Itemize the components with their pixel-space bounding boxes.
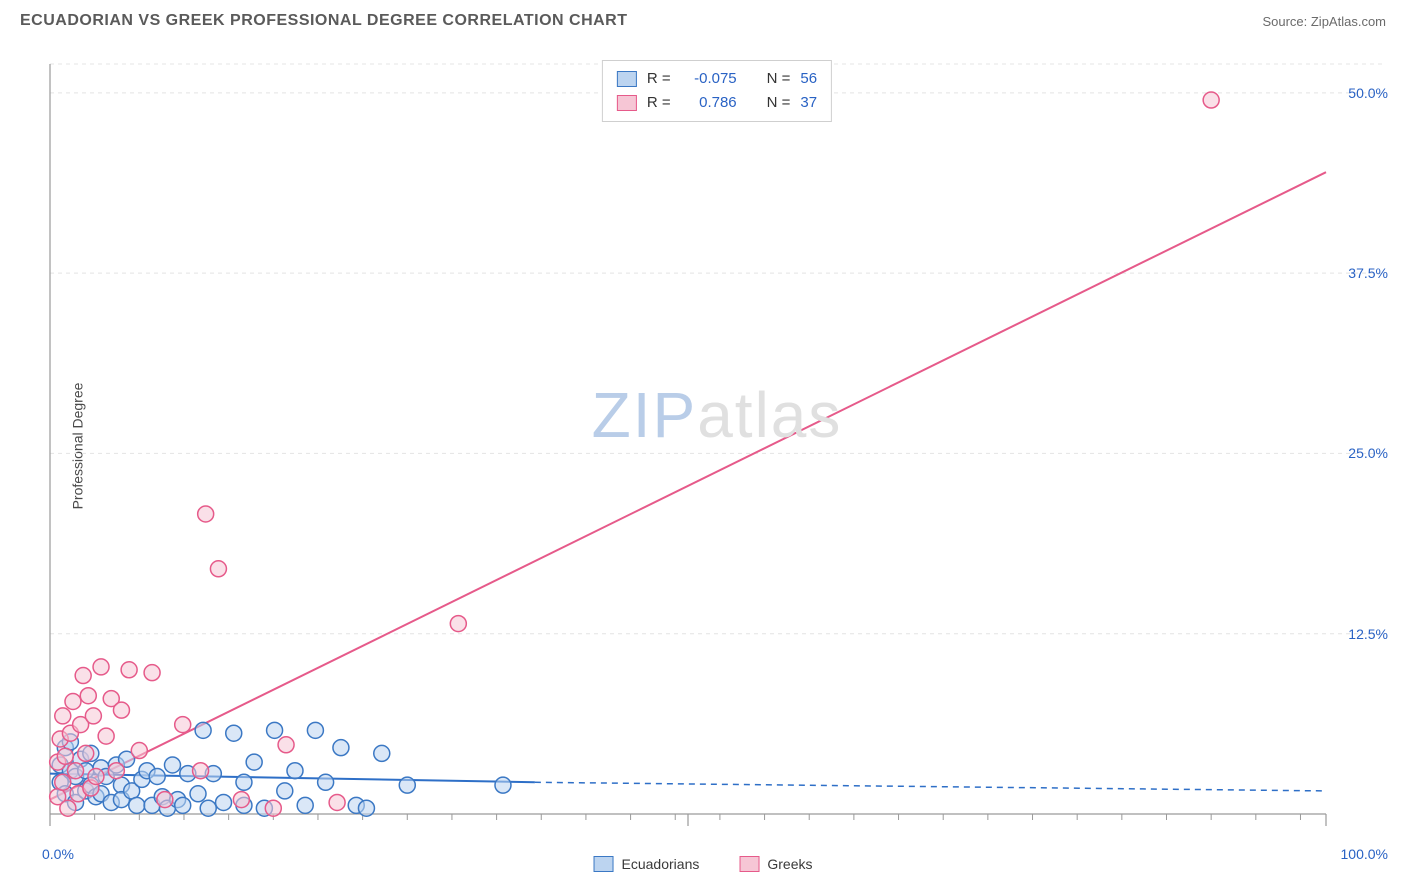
stats-legend-row: R = 0.786 N = 37 [617, 91, 817, 115]
legend-label: Ecuadorians [622, 856, 700, 872]
legend-swatch [594, 856, 614, 872]
legend-swatch [617, 95, 637, 111]
source-label: Source: ZipAtlas.com [1262, 14, 1386, 29]
r-value: -0.075 [681, 67, 737, 91]
y-tick-label: 12.5% [1348, 626, 1388, 642]
y-tick-label: 25.0% [1348, 445, 1388, 461]
r-value: 0.786 [681, 91, 737, 115]
header: ECUADORIAN VS GREEK PROFESSIONAL DEGREE … [0, 0, 1406, 38]
n-value: 56 [800, 67, 817, 91]
stats-legend-box: R = -0.075 N = 56 R = 0.786 N = 37 [602, 60, 832, 122]
legend-swatch [739, 856, 759, 872]
chart-container: ZIPatlas R =-0.075N =56R =0.786N =37 12.… [48, 60, 1386, 832]
legend-label: Greeks [767, 856, 812, 872]
chart-title: ECUADORIAN VS GREEK PROFESSIONAL DEGREE … [20, 12, 628, 30]
y-tick-label: 50.0% [1348, 85, 1388, 101]
n-label: N = [767, 91, 791, 115]
r-label: R = [647, 91, 671, 115]
legend-item: Greeks [739, 856, 812, 872]
r-label: R = [647, 67, 671, 91]
series-legend: Ecuadorians Greeks [594, 856, 813, 872]
n-value: 37 [800, 91, 817, 115]
stats-legend-row: R = -0.075 N = 56 [617, 67, 817, 91]
legend-item: Ecuadorians [594, 856, 700, 872]
y-tick-label: 37.5% [1348, 265, 1388, 281]
n-label: N = [767, 67, 791, 91]
legend-swatch [617, 71, 637, 87]
x-min-label: 0.0% [42, 846, 74, 862]
x-max-label: 100.0% [1341, 846, 1388, 862]
scatter-plot [48, 60, 1386, 832]
